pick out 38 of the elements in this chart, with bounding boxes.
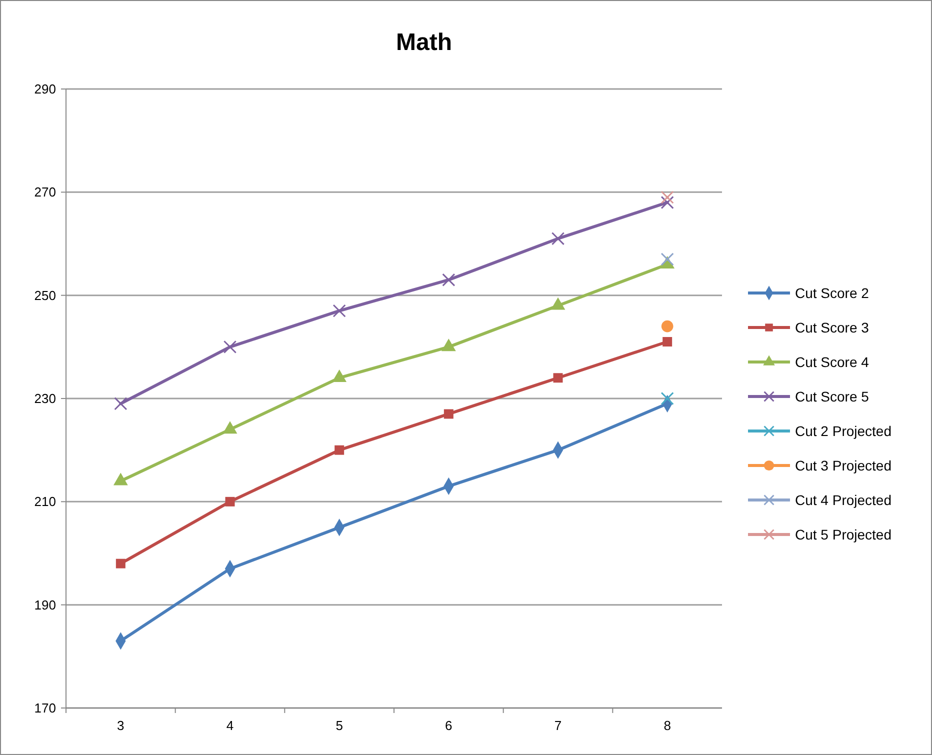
x-tick-label: 3 [117,718,124,733]
y-tick-label: 230 [34,391,56,406]
point [225,496,235,506]
point [660,196,674,210]
x-tick-label: 6 [445,718,452,733]
point [332,304,346,318]
legend-label: Cut Score 2 [795,284,870,301]
point [660,392,674,406]
y-tick-label: 250 [34,288,56,303]
legend-label: Cut Score 4 [795,354,870,370]
point [553,373,563,383]
point [114,397,128,410]
point [660,190,674,204]
x-tick-label: 5 [336,718,343,733]
legend-label: Cut Score 3 [795,319,870,336]
point [661,320,674,332]
legend-label: Cut 4 Projected [795,492,892,508]
point [442,273,456,286]
legend-label: Cut 2 Projected [795,422,892,439]
y-tick-label: 290 [34,82,56,97]
x-tick-label: 4 [226,718,234,733]
y-tick-label: 170 [34,700,56,716]
point [662,337,672,346]
point [334,445,344,455]
legend-label: Cut Score 5 [795,388,870,404]
legend-label: Cut 5 Projected [795,526,892,542]
y-tick-label: 210 [34,494,56,510]
point [444,409,454,419]
point [223,340,237,354]
point [660,252,674,266]
legend-label: Cut 3 Projected [795,457,892,474]
y-tick-label: 270 [34,184,56,200]
point [116,558,126,568]
x-tick-label: 7 [554,718,562,733]
chart-title: Math [396,29,452,56]
point [551,232,565,246]
y-tick-label: 190 [34,597,56,612]
x-tick-label: 8 [664,718,671,733]
